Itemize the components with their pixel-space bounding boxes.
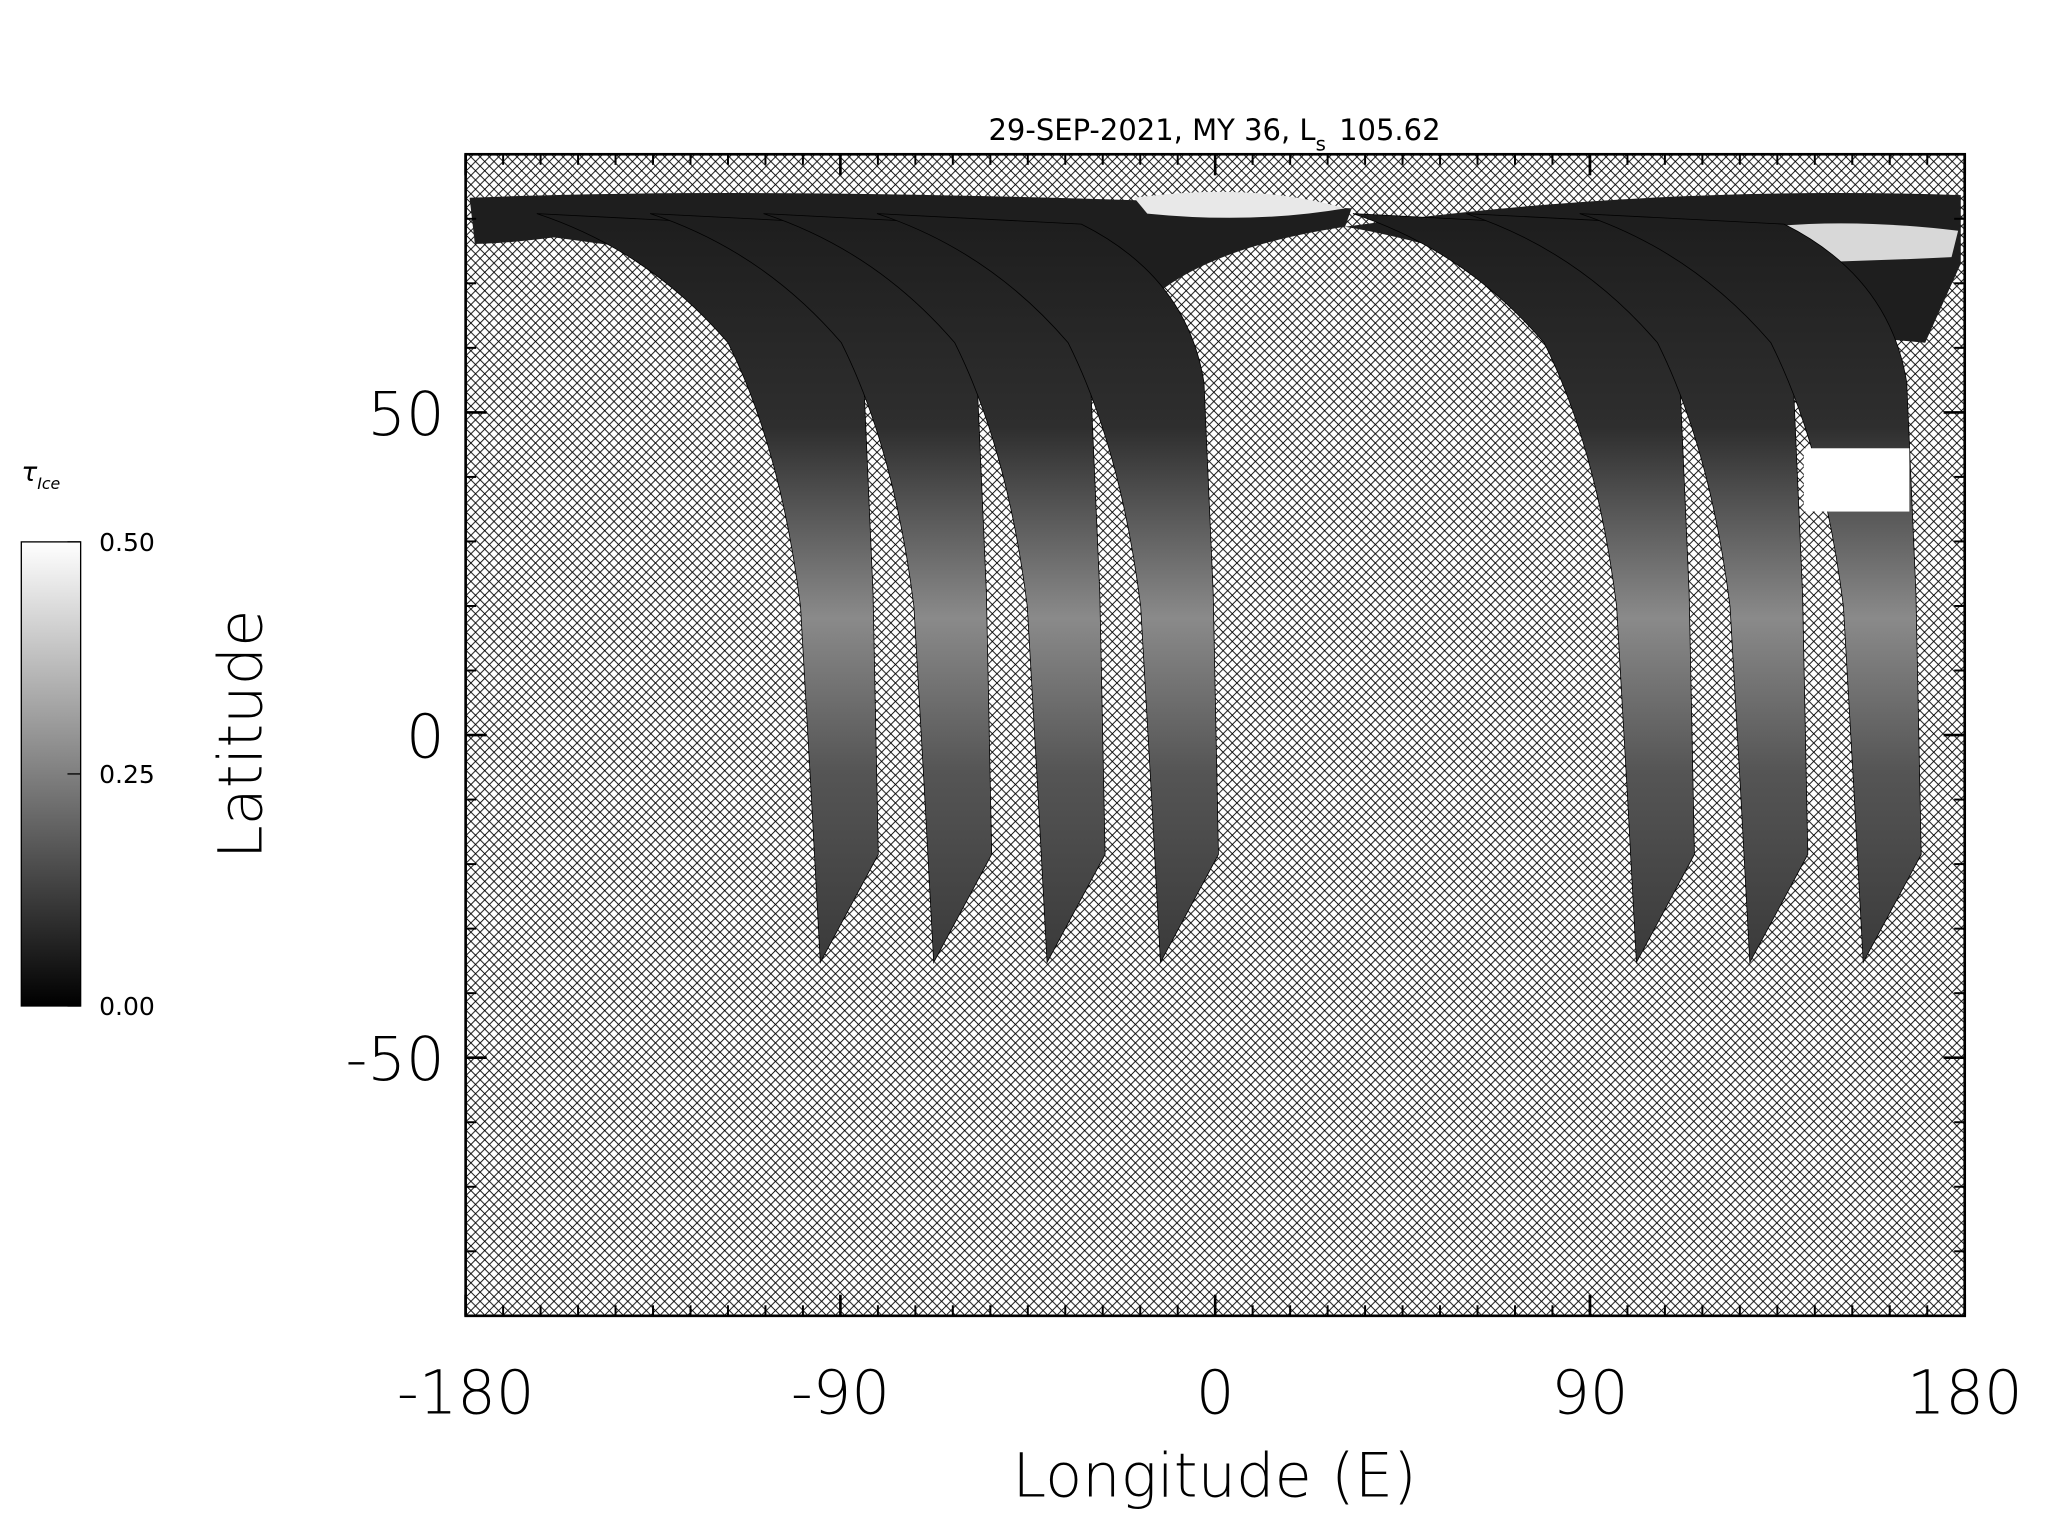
colorbar-subscript: Ice bbox=[37, 474, 60, 493]
x-tick-label: -180 bbox=[397, 1358, 535, 1428]
ice-patch bbox=[1134, 191, 1346, 218]
title-subscript: s bbox=[1316, 132, 1326, 155]
title-text: 29-SEP-2021, MY 36, L bbox=[988, 113, 1315, 147]
y-axis-label: Latitude bbox=[206, 610, 276, 860]
colorbar-tick-label: 0.25 bbox=[99, 760, 155, 789]
x-tick-label: 180 bbox=[1907, 1358, 2023, 1428]
colorbar-label: τIce bbox=[21, 458, 60, 493]
x-tick-label: -90 bbox=[791, 1358, 890, 1428]
x-tick-label: 0 bbox=[1196, 1358, 1235, 1428]
y-tick-label: 50 bbox=[367, 380, 444, 450]
colorbar-tick-label: 0.00 bbox=[99, 992, 155, 1021]
y-tick-label: 0 bbox=[406, 702, 445, 772]
y-tick-label: -50 bbox=[346, 1025, 445, 1095]
x-axis-label: Longitude (E) bbox=[1012, 1441, 1416, 1511]
gap-mask bbox=[1803, 448, 1910, 512]
colorbar-tick-label: 0.50 bbox=[99, 528, 155, 557]
x-tick-label: 90 bbox=[1551, 1358, 1628, 1428]
chart-title: 29-SEP-2021, MY 36, Ls 105.62 bbox=[988, 113, 1440, 156]
title-suffix: 105.62 bbox=[1339, 113, 1440, 147]
colorbar-symbol: τ bbox=[21, 458, 37, 488]
swath bbox=[876, 213, 1219, 964]
